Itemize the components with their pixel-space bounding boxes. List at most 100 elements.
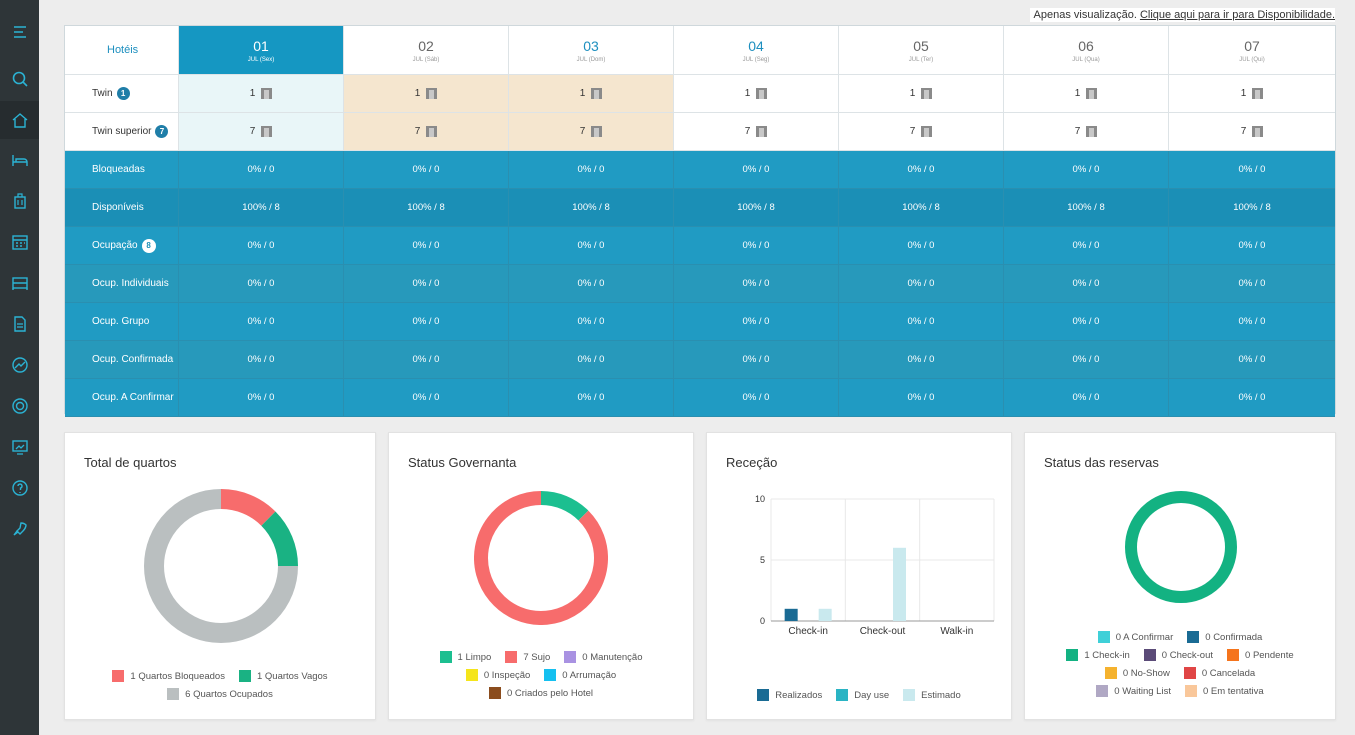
room-type-label[interactable]: Twin superior 7: [65, 113, 179, 151]
room-count: 7: [1074, 126, 1081, 137]
legend-item[interactable]: 0 Waiting List: [1096, 685, 1171, 697]
legend-item[interactable]: 0 Confirmada: [1187, 631, 1262, 643]
legend-item[interactable]: 0 A Confirmar: [1097, 631, 1173, 643]
legend-item[interactable]: 6 Quartos Ocupados: [167, 688, 273, 700]
legend-item[interactable]: 0 Em tentativa: [1184, 685, 1264, 697]
stats-cell: 0% / 0: [839, 227, 1004, 265]
legend-item[interactable]: Day use: [836, 689, 889, 701]
legend-label: Day use: [854, 689, 890, 701]
room-icon[interactable]: [0, 264, 39, 302]
day-header[interactable]: 01 JUL (Sex): [179, 26, 344, 75]
legend-swatch: [757, 689, 770, 701]
stats-label: Ocup. Individuais: [92, 278, 169, 289]
hotels-header[interactable]: Hotéis: [65, 26, 179, 75]
legend-swatch: [1187, 631, 1200, 643]
legend-label: 0 No-Show: [1122, 667, 1170, 679]
legend-item[interactable]: 0 Cancelada: [1183, 667, 1255, 679]
legend-label: 0 Waiting List: [1114, 685, 1171, 697]
room-cell[interactable]: 1: [1004, 75, 1169, 113]
legend-item[interactable]: 1 Check-in: [1066, 649, 1130, 661]
bar[interactable]: [893, 547, 906, 621]
day-header[interactable]: 02 JUL (Sáb): [344, 26, 509, 75]
room-count: 1: [249, 88, 256, 99]
day-label: JUL (Sex): [247, 56, 275, 63]
room-count: 7: [744, 126, 751, 137]
bed-icon[interactable]: [0, 141, 39, 179]
room-cell[interactable]: 1: [839, 75, 1004, 113]
stats-cell: 0% / 0: [674, 265, 839, 303]
room-cell[interactable]: 1: [1169, 75, 1335, 113]
room-type-label[interactable]: Twin 1: [65, 75, 179, 113]
donut-slice[interactable]: [144, 489, 298, 643]
legend-item[interactable]: Estimado: [903, 689, 961, 701]
donut-slice[interactable]: [220, 489, 276, 526]
day-header[interactable]: 06 JUL (Qua): [1004, 26, 1169, 75]
legend-item[interactable]: 1 Limpo: [439, 651, 492, 663]
legend-label: 0 Pendente: [1245, 649, 1294, 661]
legend-item[interactable]: 1 Quartos Vagos: [238, 670, 328, 682]
day-header[interactable]: 05 JUL (Ter): [839, 26, 1004, 75]
legend-item[interactable]: 0 Criados pelo Hotel: [488, 687, 593, 699]
bar[interactable]: [784, 608, 798, 621]
day-label: JUL (Seg): [742, 56, 770, 63]
stats-cell: 0% / 0: [674, 227, 839, 265]
rocket-icon[interactable]: [0, 510, 39, 548]
room-cell[interactable]: 7: [839, 113, 1004, 151]
document-icon[interactable]: [0, 305, 39, 343]
legend-item[interactable]: 0 Manutenção: [564, 651, 642, 663]
stats-cell: 0% / 0: [344, 227, 509, 265]
stats-cell: 0% / 0: [839, 151, 1004, 189]
stats-cell: 0% / 0: [1169, 265, 1335, 303]
stats-cell: 100% / 8: [509, 189, 674, 227]
room-cell[interactable]: 1: [674, 75, 839, 113]
y-tick-label: 0: [760, 616, 765, 626]
room-count: 7: [579, 126, 586, 137]
home-icon[interactable]: [0, 101, 39, 139]
room-cell[interactable]: 1: [344, 75, 509, 113]
room-cell[interactable]: 7: [509, 113, 674, 151]
room-cell[interactable]: 7: [1004, 113, 1169, 151]
stats-cell: 0% / 0: [1004, 151, 1169, 189]
donut-slice[interactable]: [1125, 491, 1237, 603]
legend-item[interactable]: 0 Check-out: [1143, 649, 1213, 661]
room-cell[interactable]: 7: [344, 113, 509, 151]
legend-item[interactable]: 7 Sujo: [505, 651, 550, 663]
legend-item[interactable]: 1 Quartos Bloqueados: [112, 670, 225, 682]
legend-item[interactable]: 0 Inspeção: [465, 669, 530, 681]
legend-item[interactable]: Realizados: [757, 689, 822, 701]
legend-item[interactable]: 0 Pendente: [1227, 649, 1294, 661]
donut-slice[interactable]: [261, 511, 298, 567]
day-header[interactable]: 07 JUL (Qui): [1169, 26, 1335, 75]
room-cell[interactable]: 1: [509, 75, 674, 113]
day-header[interactable]: 04 JUL (Seg): [674, 26, 839, 75]
legend-swatch: [1143, 649, 1156, 661]
donut-slice[interactable]: [540, 491, 589, 521]
legend-item[interactable]: 0 Arrumação: [544, 669, 616, 681]
legend-label: 1 Limpo: [457, 651, 492, 663]
day-header[interactable]: 03 JUL (Dom): [509, 26, 674, 75]
stats-cell: 100% / 8: [344, 189, 509, 227]
legend-swatch: [1227, 649, 1240, 661]
menu-icon[interactable]: [0, 13, 39, 51]
door-icon: [1252, 126, 1264, 137]
legend-item[interactable]: 0 No-Show: [1104, 667, 1170, 679]
stats-label: Ocupação: [92, 240, 138, 251]
donut-slice[interactable]: [474, 491, 608, 625]
legend-swatch: [1096, 685, 1109, 697]
room-cell[interactable]: 7: [674, 113, 839, 151]
help-icon[interactable]: [0, 469, 39, 507]
bar[interactable]: [818, 608, 832, 621]
target-icon[interactable]: [0, 387, 39, 425]
room-cell[interactable]: 1: [179, 75, 344, 113]
search-icon[interactable]: [0, 60, 39, 98]
day-number: 06: [1078, 37, 1094, 54]
chart-icon[interactable]: [0, 346, 39, 384]
luggage-icon[interactable]: [0, 182, 39, 220]
availability-link[interactable]: Clique aqui para ir para Disponibilidade…: [1139, 9, 1335, 21]
room-cell[interactable]: 7: [1169, 113, 1335, 151]
legend-swatch: [564, 651, 577, 663]
room-cell[interactable]: 7: [179, 113, 344, 151]
calendar-icon[interactable]: [0, 223, 39, 261]
report-icon[interactable]: [0, 428, 39, 466]
stats-cell: 0% / 0: [179, 379, 344, 417]
